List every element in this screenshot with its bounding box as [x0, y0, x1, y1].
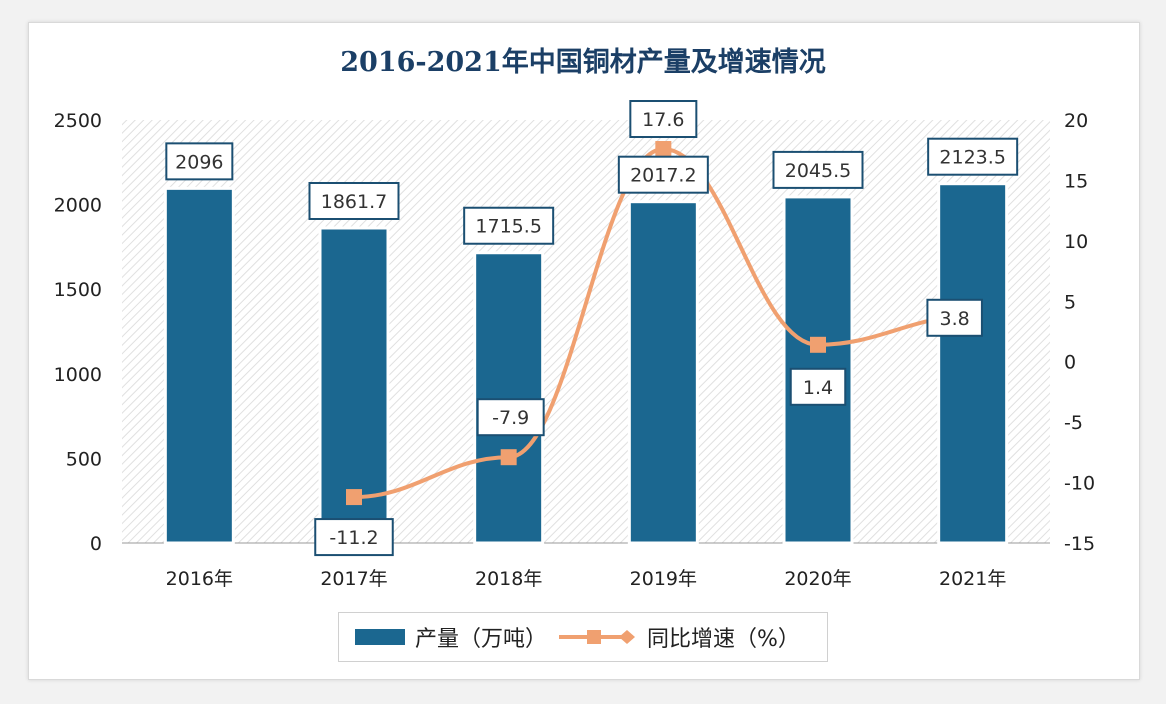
right-tick-label: 20	[1064, 110, 1088, 132]
right-tick-label: -5	[1064, 412, 1083, 434]
legend-line-label: 同比增速（%）	[647, 627, 800, 652]
bar-data-label: 2096	[175, 151, 223, 173]
x-tick-label: 2021年	[939, 568, 1006, 590]
bar	[627, 200, 699, 545]
bar	[473, 251, 545, 545]
legend: 产量（万吨） 同比增速（%）	[338, 612, 828, 662]
left-tick-label: 500	[66, 448, 102, 470]
bar-data-label-box	[463, 206, 555, 245]
growth-line	[353, 147, 973, 500]
left-tick-label: 2000	[54, 195, 102, 217]
bar-data-label: 2045.5	[785, 160, 851, 182]
x-tick-label: 2018年	[475, 568, 542, 590]
growth-data-label: 1.4	[803, 377, 833, 399]
growth-data-label: -7.9	[492, 407, 529, 429]
legend-bar-swatch	[355, 629, 405, 645]
growth-data-label-box	[789, 367, 847, 406]
plot-area	[122, 120, 1050, 543]
right-tick-label: -10	[1064, 473, 1095, 495]
bar	[937, 182, 1009, 545]
right-tick-label: 5	[1064, 291, 1076, 313]
left-tick-label: 2500	[54, 110, 102, 132]
bar-data-label-box	[772, 150, 864, 189]
right-tick-label: 15	[1064, 170, 1088, 192]
growth-data-label-box	[476, 398, 545, 437]
bar-data-label: 2123.5	[939, 147, 1005, 169]
chart-title: 2016-2021年中国铜材产量及增速情况	[340, 47, 826, 78]
growth-data-label: -11.2	[329, 527, 378, 549]
growth-data-label: 3.8	[940, 308, 970, 330]
legend-line-swatch	[559, 630, 636, 644]
bar-data-label-box	[165, 142, 234, 181]
left-tick-label: 1000	[54, 364, 102, 386]
bar-data-label-box	[617, 155, 709, 194]
growth-marker	[500, 449, 517, 466]
x-tick-label: 2017年	[320, 568, 387, 590]
growth-data-label-box	[926, 298, 983, 337]
bar-data-label: 1715.5	[475, 216, 541, 238]
right-tick-label: 0	[1064, 352, 1076, 374]
growth-marker	[655, 141, 672, 158]
legend-bar-label: 产量（万吨）	[415, 627, 548, 652]
right-tick-label: 10	[1064, 231, 1088, 253]
bar-data-label-box	[308, 182, 400, 221]
bar-data-label: 1861.7	[321, 191, 387, 213]
x-tick-label: 2016年	[166, 568, 233, 590]
x-tick-label: 2020年	[784, 568, 851, 590]
bar-data-label: 2017.2	[630, 165, 696, 187]
growth-data-label-box	[314, 518, 394, 557]
growth-data-label: 17.6	[642, 109, 684, 131]
bar-data-label-box	[927, 137, 1019, 176]
bar	[163, 186, 235, 545]
x-tick-label: 2019年	[630, 568, 697, 590]
growth-marker	[810, 336, 826, 353]
growth-marker	[346, 489, 362, 506]
right-tick-label: -15	[1064, 533, 1095, 555]
left-tick-label: 1500	[54, 279, 102, 301]
left-tick-label: 0	[90, 533, 102, 555]
growth-data-label-box	[629, 100, 698, 139]
